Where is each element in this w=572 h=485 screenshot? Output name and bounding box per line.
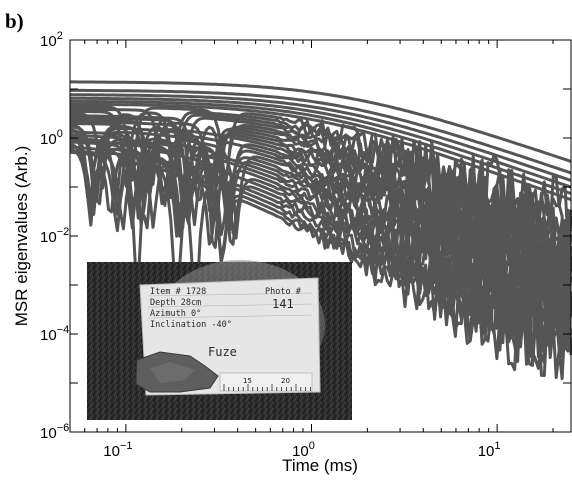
notecard-photo-number: 141 bbox=[272, 297, 294, 311]
y-axis-label: MSR eigenvalues (Arb.) bbox=[12, 146, 31, 326]
notecard-line-1: Item # 1728 bbox=[150, 287, 206, 297]
notecard-line-4: Inclination -40° bbox=[150, 320, 232, 330]
notecard-line-3: Azimuth 0° bbox=[150, 309, 201, 319]
x-axis-label: Time (ms) bbox=[282, 456, 358, 475]
x-tick-label: 10−1 bbox=[103, 440, 132, 460]
y-tick-label: 100 bbox=[40, 128, 63, 148]
notecard-line-2: Depth 28cm bbox=[150, 298, 201, 308]
inset-photo: Item # 1728 Depth 28cm Azimuth 0° Inclin… bbox=[87, 260, 352, 420]
ruler-label-20: 20 bbox=[281, 377, 290, 385]
ruler-label-15: 15 bbox=[243, 377, 252, 385]
panel-label: b) bbox=[5, 9, 24, 33]
y-tick-label: 10−6 bbox=[40, 422, 69, 442]
notecard-caption: Fuze bbox=[208, 345, 237, 359]
y-tick-label: 10−4 bbox=[40, 324, 69, 344]
x-tick-label: 101 bbox=[478, 440, 501, 460]
y-tick-label: 102 bbox=[40, 30, 63, 50]
y-tick-label: 10−2 bbox=[40, 226, 69, 246]
notecard-photo-label: Photo # bbox=[265, 287, 302, 297]
